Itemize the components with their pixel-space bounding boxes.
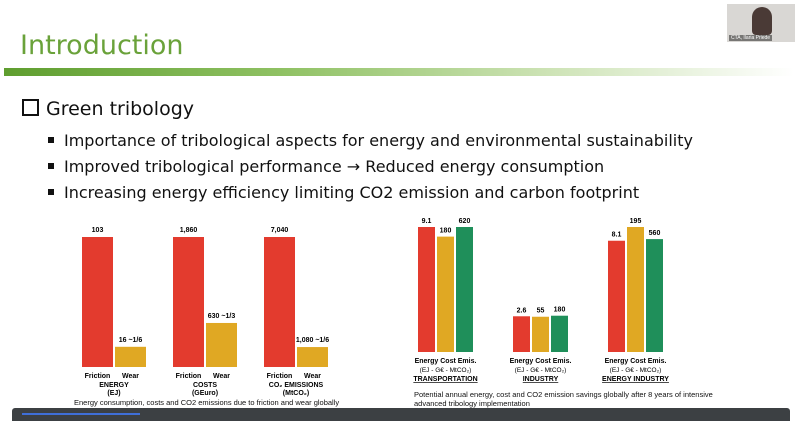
category-label: (MtCO₂): [283, 390, 309, 397]
data-label: 7,040: [271, 227, 289, 234]
bar-energy: [608, 240, 625, 352]
data-label: 1,860: [180, 227, 198, 234]
series-subheader: Energy Cost Emis.: [605, 358, 667, 365]
category-label: ENERGY INDUSTRY: [602, 376, 669, 383]
bullet-item: Importance of tribological aspects for e…: [48, 128, 693, 154]
bar-friction: [173, 237, 204, 367]
unit-label: (EJ - G€ - MtCO₂): [420, 367, 472, 374]
bullet-item: Increasing energy efficiency limiting CO…: [48, 180, 693, 206]
data-label: 55: [537, 308, 545, 315]
chart2-caption: Potential annual energy, cost and CO2 em…: [414, 390, 713, 408]
legend-label: Wear: [304, 373, 321, 380]
participant-video-thumbnail[interactable]: CTA, Ilaria Priede: [727, 4, 795, 42]
legend-label: Wear: [122, 373, 139, 380]
bar-emis: [456, 227, 473, 352]
bullet-text: Improved tribological performance → Redu…: [64, 157, 605, 176]
bar-energy: [513, 316, 530, 352]
data-label: 195: [630, 218, 642, 225]
bar-energy: [418, 227, 435, 352]
bullet-item: Improved tribological performance → Redu…: [48, 154, 693, 180]
square-bullet-icon: [48, 163, 54, 169]
data-label: 8.1: [612, 232, 622, 239]
friction-wear-chart: 103 16 ~1/6 Friction Wear ENERGY(EJ) 1,860 630…: [82, 227, 329, 397]
category-label: INDUSTRY: [523, 376, 559, 383]
category-label: ENERGY: [99, 382, 129, 389]
bar-wear: [115, 346, 146, 367]
bar-friction: [264, 237, 295, 367]
bar-cost: [437, 236, 454, 352]
category-label: (GEuro): [192, 390, 218, 397]
chart1-caption: Energy consumption, costs and CO2 emissi…: [74, 398, 340, 407]
data-label: 16 ~1/6: [119, 337, 143, 344]
legend-label: Friction: [85, 373, 111, 380]
participant-name: CTA, Ilaria Priede: [729, 35, 773, 41]
bar-wear: [206, 322, 237, 367]
slide-title: Introduction: [20, 30, 184, 61]
series-subheader: Energy Cost Emis.: [415, 358, 477, 365]
legend-label: Wear: [213, 373, 230, 380]
data-label: 1,080 ~1/6: [296, 337, 329, 344]
data-label: 9.1: [422, 218, 432, 225]
bar-emis: [646, 239, 663, 352]
data-label: 560: [649, 230, 661, 237]
bar-emis: [551, 315, 568, 352]
participant-avatar: [752, 7, 772, 35]
category-label: (EJ): [107, 390, 120, 397]
title-underline: [4, 68, 794, 76]
unit-label: (EJ - G€ - MtCO₂): [610, 367, 662, 374]
bar-cost: [627, 227, 644, 352]
category-label: CO₂ EMISSIONS: [269, 382, 324, 389]
unit-label: (EJ - G€ - MtCO₂): [515, 367, 567, 374]
data-label: 620: [459, 218, 471, 225]
bullet-list: Importance of tribological aspects for e…: [48, 128, 693, 206]
data-label: 630 ~1/3: [208, 313, 236, 320]
bullet-text: Increasing energy efficiency limiting CO…: [64, 183, 640, 202]
category-label: TRANSPORTATION: [413, 376, 477, 383]
checkbox-bullet-icon: [22, 99, 39, 116]
square-bullet-icon: [48, 137, 54, 143]
video-controls-bar[interactable]: [12, 408, 790, 421]
progress-indicator: [22, 413, 140, 415]
savings-chart: 9.1 180 620 Energy Cost Emis. (EJ - G€ - MtC…: [413, 218, 669, 383]
bar-cost: [532, 316, 549, 352]
heading-text: Green tribology: [46, 98, 195, 120]
data-label: 180: [554, 307, 566, 314]
square-bullet-icon: [48, 189, 54, 195]
bullet-text: Importance of tribological aspects for e…: [64, 131, 693, 150]
series-subheader: Energy Cost Emis.: [510, 358, 572, 365]
bar-wear: [297, 347, 328, 367]
legend-label: Friction: [176, 373, 202, 380]
data-label: 180: [440, 228, 452, 235]
category-label: COSTS: [193, 382, 217, 389]
bar-friction: [82, 237, 113, 367]
legend-label: Friction: [267, 373, 293, 380]
data-label: 2.6: [517, 307, 527, 314]
section-heading: Green tribology: [22, 98, 194, 120]
data-label: 103: [92, 227, 104, 234]
